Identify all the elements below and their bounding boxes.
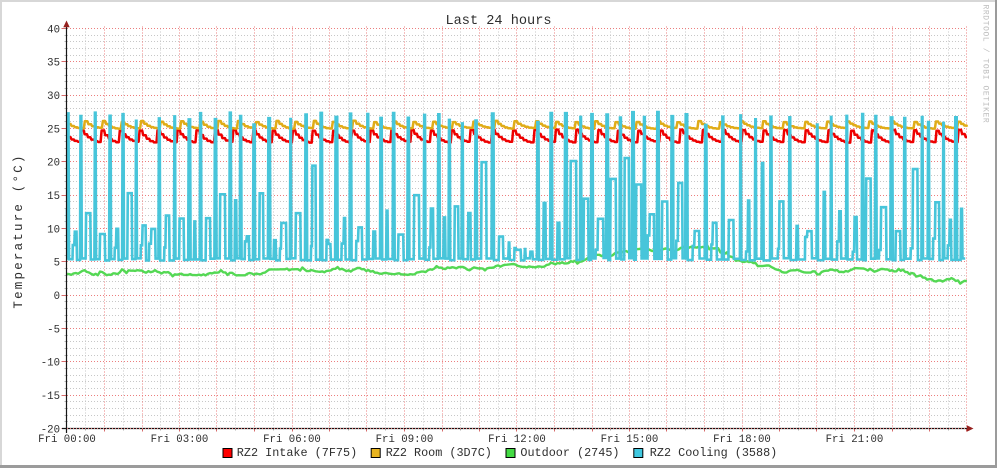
svg-text:RZ2 Room (3D7C): RZ2 Room (3D7C) — [386, 446, 492, 460]
svg-text:Fri 21:00: Fri 21:00 — [826, 434, 884, 446]
svg-text:Temperature (°C): Temperature (°C) — [12, 153, 26, 308]
svg-text:0: 0 — [54, 291, 60, 303]
svg-text:10: 10 — [47, 224, 60, 236]
svg-text:-20: -20 — [41, 424, 60, 436]
svg-text:Fri 00:00: Fri 00:00 — [38, 434, 96, 446]
svg-text:Last 24 hours: Last 24 hours — [445, 14, 551, 29]
svg-text:Outdoor (2745): Outdoor (2745) — [520, 446, 619, 460]
svg-text:-10: -10 — [41, 358, 60, 370]
svg-text:35: 35 — [47, 58, 60, 70]
svg-text:RRDTOOL / TOBI OETIKER: RRDTOOL / TOBI OETIKER — [981, 5, 990, 124]
svg-text:Fri 18:00: Fri 18:00 — [713, 434, 771, 446]
svg-text:-15: -15 — [41, 391, 60, 403]
svg-text:25: 25 — [47, 124, 60, 136]
svg-text:15: 15 — [47, 191, 60, 203]
svg-text:Fri 06:00: Fri 06:00 — [263, 434, 321, 446]
svg-text:Fri 12:00: Fri 12:00 — [488, 434, 546, 446]
svg-text:Fri 15:00: Fri 15:00 — [601, 434, 659, 446]
svg-text:RZ2 Cooling (3588): RZ2 Cooling (3588) — [650, 446, 777, 460]
svg-text:30: 30 — [47, 91, 60, 103]
svg-text:Fri 09:00: Fri 09:00 — [376, 434, 434, 446]
svg-text:Fri 03:00: Fri 03:00 — [151, 434, 209, 446]
svg-text:40: 40 — [47, 24, 60, 36]
svg-text:20: 20 — [47, 158, 60, 170]
svg-text:RZ2 Intake (7F75): RZ2 Intake (7F75) — [237, 446, 357, 460]
svg-text:5: 5 — [54, 258, 60, 270]
svg-text:-5: -5 — [47, 324, 60, 336]
